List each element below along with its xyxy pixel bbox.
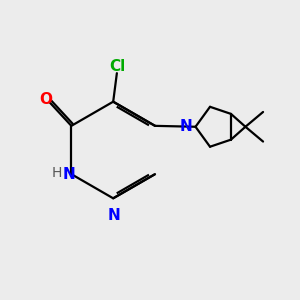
Text: N: N bbox=[63, 167, 75, 182]
Text: Cl: Cl bbox=[110, 59, 126, 74]
Text: N: N bbox=[108, 208, 121, 223]
Text: N: N bbox=[179, 119, 192, 134]
Text: H: H bbox=[51, 166, 62, 180]
Text: O: O bbox=[39, 92, 52, 107]
